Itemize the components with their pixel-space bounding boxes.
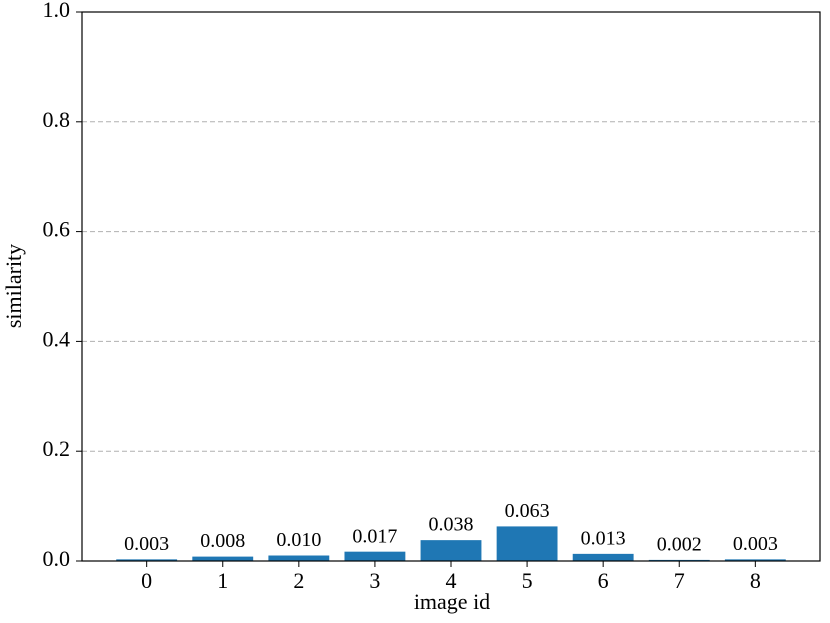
x-tick-label: 7 <box>674 568 685 593</box>
x-tick-label: 2 <box>293 568 304 593</box>
y-axis-label: similarity <box>1 244 26 328</box>
x-tick-label: 4 <box>446 568 457 593</box>
value-label: 0.003 <box>124 533 169 555</box>
value-label: 0.017 <box>352 525 397 547</box>
x-tick-label: 3 <box>369 568 380 593</box>
y-tick-label: 0.4 <box>43 326 71 351</box>
bar <box>420 540 482 561</box>
bar <box>496 526 558 561</box>
bar <box>192 556 254 561</box>
value-label: 0.010 <box>276 529 321 551</box>
x-tick-label: 8 <box>750 568 761 593</box>
y-tick-label: 0.6 <box>43 217 71 242</box>
y-tick-label: 1.0 <box>43 0 71 22</box>
value-label: 0.013 <box>581 527 626 549</box>
value-label: 0.063 <box>505 500 550 522</box>
value-label: 0.003 <box>733 533 778 555</box>
bar <box>724 559 786 561</box>
y-tick-label: 0.0 <box>43 546 71 571</box>
bar <box>268 555 330 561</box>
value-label: 0.008 <box>200 530 245 552</box>
x-tick-label: 0 <box>141 568 152 593</box>
plot-frame <box>81 11 821 562</box>
x-tick-label: 6 <box>598 568 609 593</box>
value-label: 0.038 <box>429 514 474 536</box>
value-label: 0.002 <box>657 533 702 555</box>
x-tick-label: 5 <box>522 568 533 593</box>
bar <box>344 551 406 561</box>
x-axis-label: image id <box>414 589 490 614</box>
y-tick-label: 0.2 <box>43 436 71 461</box>
bar <box>116 559 178 561</box>
x-tick-label: 1 <box>217 568 228 593</box>
y-tick-label: 0.8 <box>43 107 71 132</box>
bar <box>572 553 634 561</box>
